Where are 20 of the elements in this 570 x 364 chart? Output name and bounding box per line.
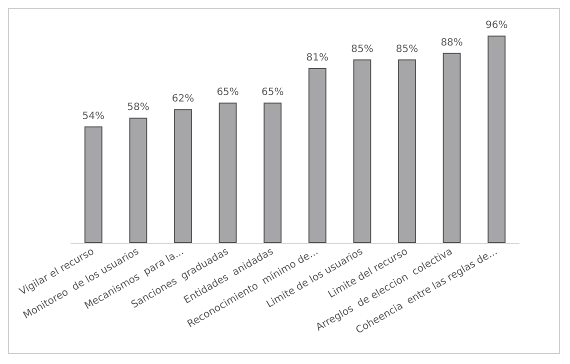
bar	[218, 102, 237, 243]
bar	[353, 59, 372, 243]
bar	[442, 52, 461, 243]
bar	[264, 102, 282, 243]
bar	[84, 126, 102, 243]
data-label: 81%	[306, 52, 329, 64]
data-label: 85%	[396, 44, 418, 55]
data-label: 62%	[172, 94, 194, 105]
data-label: 85%	[351, 44, 374, 55]
bar	[308, 68, 326, 243]
bar	[174, 109, 192, 243]
bar	[488, 36, 506, 243]
data-label: 65%	[216, 87, 239, 98]
data-label: 88%	[440, 37, 463, 48]
bar	[398, 59, 416, 243]
data-label: 65%	[261, 87, 284, 98]
data-label: 54%	[82, 110, 105, 122]
data-label: 96%	[485, 20, 508, 32]
data-label: 58%	[127, 102, 150, 114]
bar	[129, 118, 148, 243]
